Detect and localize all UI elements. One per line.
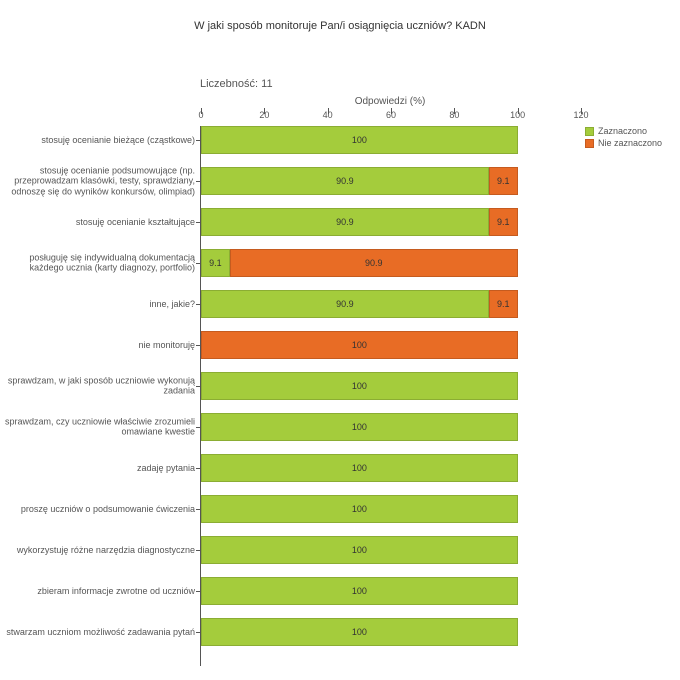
plot-area: 020406080100120stosuję ocenianie bieżące… [200,126,580,666]
category-label: stosuję ocenianie podsumowujące (np. prz… [0,165,195,196]
bar-group: 90.99.1 [201,167,580,195]
category-label: zadaję pytania [0,463,195,473]
legend-label: Nie zaznaczono [598,138,662,148]
bar-zaznaczono: 90.9 [201,167,489,195]
legend: Zaznaczono Nie zaznaczono [585,126,662,150]
chart-title: W jaki sposób monitoruje Pan/i osiągnięc… [0,20,680,32]
bar-group: 100 [201,331,580,359]
bar-group: 100 [201,372,580,400]
legend-item: Nie zaznaczono [585,138,662,148]
bar-zaznaczono: 90.9 [201,290,489,318]
bar-row: zbieram informacje zwrotne od uczniów100 [201,577,580,605]
bar-nie-zaznaczono: 9.1 [489,208,518,236]
bar-group: 100 [201,618,580,646]
x-axis-label: Odpowiedzi (%) [200,96,580,107]
bar-row: posługuję się indywidualną dokumentacją … [201,249,580,277]
bar-zaznaczono: 100 [201,495,518,523]
chart-subtitle: Liczebność: 11 [200,78,273,90]
category-label: stosuję ocenianie kształtujące [0,217,195,227]
bar-nie-zaznaczono: 90.9 [230,249,518,277]
bar-group: 100 [201,495,580,523]
x-tick-label: 60 [386,110,396,120]
bar-nie-zaznaczono: 9.1 [489,290,518,318]
bar-row: stosuję ocenianie bieżące (cząstkowe)100 [201,126,580,154]
x-tick-label: 80 [449,110,459,120]
bar-nie-zaznaczono: 9.1 [489,167,518,195]
bar-zaznaczono: 100 [201,577,518,605]
category-label: sprawdzam, czy uczniowie właściwie zrozu… [0,417,195,438]
x-tick-label: 20 [259,110,269,120]
bar-row: stwarzam uczniom możliwość zadawania pyt… [201,618,580,646]
chart-container: W jaki sposób monitoruje Pan/i osiągnięc… [0,0,680,680]
legend-swatch [585,127,594,136]
bar-group: 90.99.1 [201,208,580,236]
bar-row: zadaję pytania100 [201,454,580,482]
bar-zaznaczono: 100 [201,454,518,482]
category-label: nie monitoruję [0,340,195,350]
bar-row: proszę uczniów o podsumowanie ćwiczenia1… [201,495,580,523]
bar-row: nie monitoruję100 [201,331,580,359]
bar-zaznaczono: 100 [201,126,518,154]
bar-zaznaczono: 100 [201,413,518,441]
category-label: sprawdzam, w jaki sposób uczniowie wykon… [0,376,195,397]
category-label: stwarzam uczniom możliwość zadawania pyt… [0,627,195,637]
category-label: proszę uczniów o podsumowanie ćwiczenia [0,504,195,514]
bar-zaznaczono: 90.9 [201,208,489,236]
bar-zaznaczono: 100 [201,372,518,400]
legend-item: Zaznaczono [585,126,662,136]
bar-row: sprawdzam, w jaki sposób uczniowie wykon… [201,372,580,400]
category-label: stosuję ocenianie bieżące (cząstkowe) [0,135,195,145]
category-label: posługuję się indywidualną dokumentacją … [0,253,195,274]
x-tick-label: 0 [198,110,203,120]
x-tick-label: 100 [510,110,525,120]
x-tick-label: 120 [573,110,588,120]
bar-zaznaczono: 100 [201,618,518,646]
category-label: zbieram informacje zwrotne od uczniów [0,586,195,596]
bar-group: 100 [201,413,580,441]
bar-row: wykorzystuję różne narzędzia diagnostycz… [201,536,580,564]
bar-group: 100 [201,454,580,482]
category-label: wykorzystuję różne narzędzia diagnostycz… [0,545,195,555]
bar-zaznaczono: 9.1 [201,249,230,277]
bar-group: 100 [201,577,580,605]
category-label: inne, jakie? [0,299,195,309]
bar-row: sprawdzam, czy uczniowie właściwie zrozu… [201,413,580,441]
legend-label: Zaznaczono [598,126,647,136]
bar-row: stosuję ocenianie podsumowujące (np. prz… [201,167,580,195]
bar-zaznaczono: 100 [201,536,518,564]
bar-group: 9.190.9 [201,249,580,277]
legend-swatch [585,139,594,148]
bar-nie-zaznaczono: 100 [201,331,518,359]
bar-group: 100 [201,536,580,564]
bar-group: 90.99.1 [201,290,580,318]
bar-row: inne, jakie?90.99.1 [201,290,580,318]
bar-group: 100 [201,126,580,154]
x-tick-label: 40 [323,110,333,120]
bar-row: stosuję ocenianie kształtujące90.99.1 [201,208,580,236]
